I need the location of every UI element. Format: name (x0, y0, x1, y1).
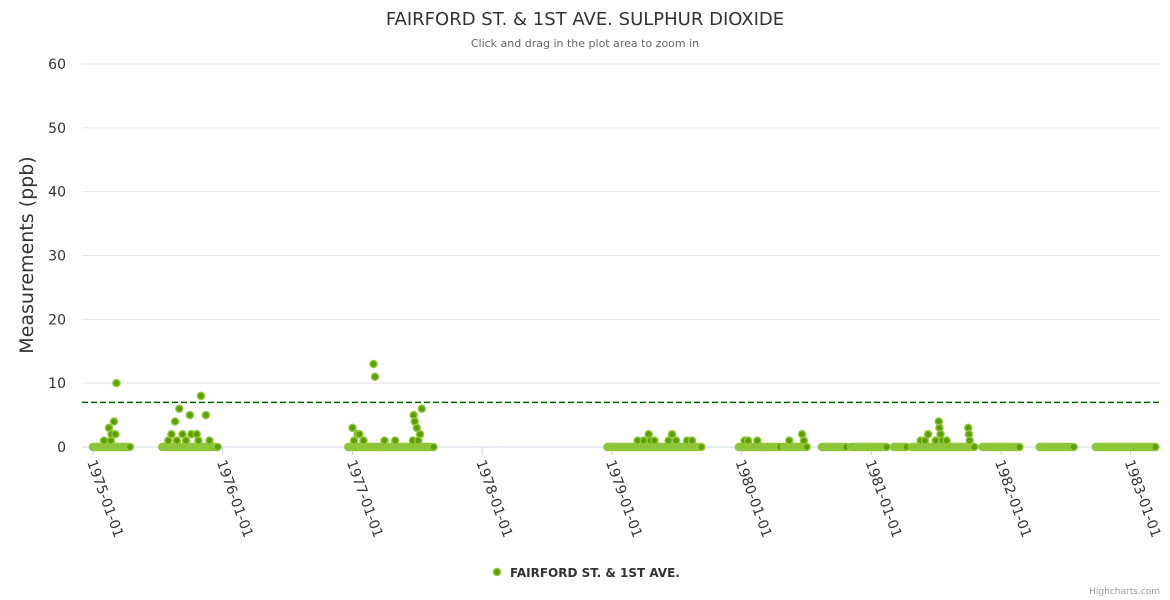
data-point[interactable] (185, 410, 195, 420)
data-point[interactable] (164, 436, 173, 445)
data-point[interactable] (417, 404, 427, 413)
data-point[interactable] (348, 423, 357, 433)
y-tick-label: 0 (57, 440, 66, 456)
data-point[interactable] (205, 436, 214, 445)
data-point[interactable] (370, 372, 380, 382)
x-axis-ticks: 1975-01-01 1976-01-01 1977-01-01 1978-01-01… (83, 447, 1164, 540)
data-point[interactable] (1069, 442, 1078, 452)
credits-link[interactable]: Highcharts.com (1089, 587, 1160, 597)
chart-title: FAIRFORD ST. & 1ST AVE. SULPHUR DIOXIDE (386, 9, 784, 30)
data-point[interactable] (125, 442, 135, 452)
data-point[interactable] (355, 429, 364, 439)
x-tick-label: 1981-01-01 (862, 458, 905, 540)
y-tick-label: 20 (48, 312, 66, 328)
data-point[interactable] (965, 436, 974, 445)
data-point[interactable] (349, 436, 359, 445)
data-point[interactable] (99, 436, 109, 445)
x-tick-label: 1982-01-01 (991, 458, 1034, 540)
y-axis-ticks: 0 10 20 30 40 50 60 (48, 57, 66, 456)
data-point[interactable] (667, 429, 677, 439)
y-tick-label: 40 (48, 185, 66, 201)
data-point[interactable] (178, 429, 187, 439)
data-point[interactable] (429, 442, 438, 452)
data-point[interactable] (380, 436, 389, 445)
y-axis-label: Measurements (ppb) (16, 156, 38, 353)
data-point[interactable] (194, 436, 203, 445)
data-point[interactable] (923, 429, 933, 439)
y-tick-label: 30 (48, 249, 66, 265)
data-point[interactable] (931, 436, 940, 445)
y-tick-label: 10 (48, 376, 66, 392)
data-point[interactable] (390, 436, 400, 445)
data-point[interactable] (412, 423, 422, 433)
data-point[interactable] (1151, 442, 1160, 452)
y-tick-label: 60 (48, 57, 66, 73)
data-point[interactable] (696, 442, 706, 452)
data-point[interactable] (172, 436, 182, 445)
x-tick-label: 1978-01-01 (472, 458, 515, 540)
legend-marker (492, 567, 502, 577)
legend-label[interactable]: FAIRFORD ST. & 1ST AVE. (510, 566, 680, 580)
data-point[interactable] (671, 436, 681, 445)
data-point[interactable] (687, 436, 697, 445)
data-point[interactable] (109, 417, 119, 426)
data-point[interactable] (920, 436, 930, 445)
data-point[interactable] (201, 410, 211, 420)
x-tick-label: 1976-01-01 (213, 458, 256, 540)
data-point[interactable] (170, 417, 180, 426)
data-point[interactable] (111, 429, 120, 439)
data-point[interactable] (882, 442, 891, 452)
x-tick-label: 1980-01-01 (732, 458, 775, 540)
x-tick-label: 1979-01-01 (602, 458, 645, 540)
data-point[interactable] (639, 436, 648, 445)
data-point[interactable] (785, 436, 794, 445)
data-point[interactable] (167, 429, 176, 439)
data-point[interactable] (175, 404, 184, 413)
x-tick-label: 1975-01-01 (83, 458, 126, 540)
legend[interactable]: FAIRFORD ST. & 1ST AVE. (492, 566, 680, 580)
data-point[interactable] (970, 442, 979, 452)
data-point[interactable] (213, 442, 222, 452)
x-tick-label: 1977-01-01 (343, 458, 386, 540)
grid-lines (82, 63, 1160, 448)
data-point[interactable] (359, 436, 368, 445)
data-point[interactable] (369, 359, 378, 369)
data-point[interactable] (196, 391, 206, 401)
data-point[interactable] (650, 436, 659, 445)
chart-subtitle: Click and drag in the plot area to zoom … (471, 37, 699, 50)
data-point[interactable] (753, 436, 762, 445)
x-tick-label: 1983-01-01 (1121, 458, 1164, 540)
data-point[interactable] (112, 378, 121, 388)
data-point[interactable] (799, 436, 809, 445)
data-point[interactable] (1015, 442, 1024, 452)
data-point[interactable] (415, 429, 425, 439)
data-point[interactable] (743, 436, 753, 445)
data-point[interactable] (942, 436, 951, 445)
data-point[interactable] (181, 436, 191, 445)
y-tick-label: 50 (48, 121, 66, 137)
series-points[interactable] (88, 359, 1160, 452)
